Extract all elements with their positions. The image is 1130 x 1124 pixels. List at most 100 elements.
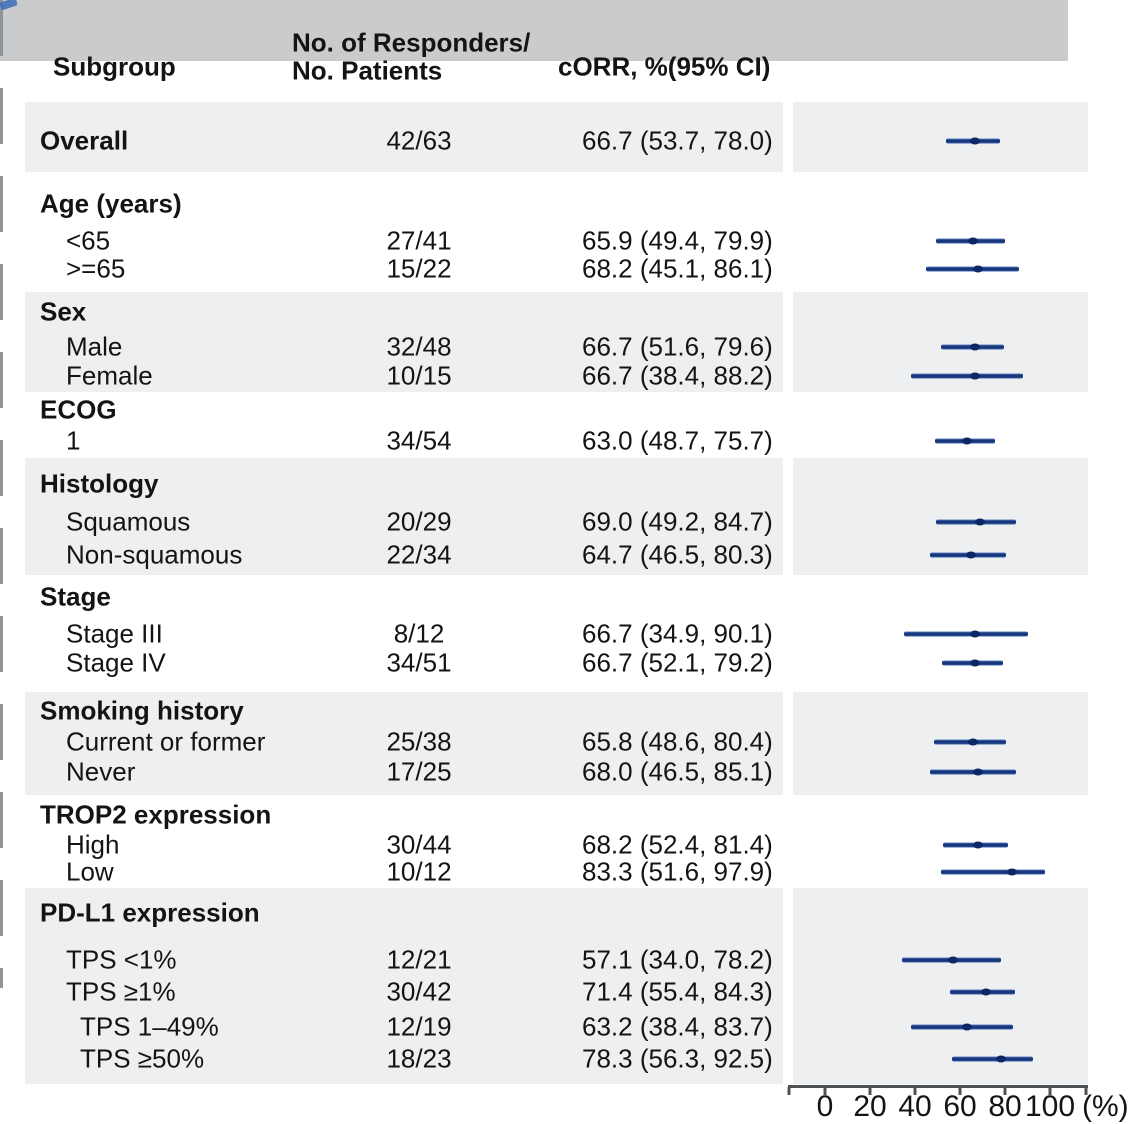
ci-line xyxy=(903,631,1028,637)
x-axis-tick xyxy=(913,1087,917,1095)
ci-line xyxy=(935,519,1016,525)
corr-value: 66.7 (51.6, 79.6) xyxy=(582,331,773,362)
section-band-plot xyxy=(793,888,1088,1084)
responders-value: 12/19 xyxy=(386,1011,452,1042)
responders-value: 32/48 xyxy=(386,331,452,362)
ci-line xyxy=(945,138,1001,144)
responders-value: 8/12 xyxy=(393,618,445,649)
x-axis-tick xyxy=(1048,1087,1052,1095)
x-axis-tick xyxy=(958,1087,962,1095)
corr-value: 63.0 (48.7, 75.7) xyxy=(582,425,773,456)
ci-line xyxy=(911,1024,1014,1030)
corr-value: 78.3 (56.3, 92.5) xyxy=(582,1043,773,1074)
responders-value: 12/21 xyxy=(386,944,452,975)
ci-point-estimate xyxy=(970,630,981,638)
section-band-plot xyxy=(793,292,1088,392)
responders-value: 22/34 xyxy=(386,539,452,570)
responders-value: 42/63 xyxy=(386,125,452,156)
ci-point-estimate xyxy=(996,1055,1007,1063)
subgroup-label: TPS 1–49% xyxy=(80,1011,219,1042)
corr-value: 57.1 (34.0, 78.2) xyxy=(582,944,773,975)
ci-point-estimate xyxy=(965,551,976,559)
ci-line xyxy=(929,552,1006,558)
corr-value: 71.4 (55.4, 84.3) xyxy=(582,976,773,1007)
section-band-table xyxy=(25,458,783,575)
responders-value: 20/29 xyxy=(386,506,452,537)
subgroup-label: TROP2 expression xyxy=(40,799,272,830)
ci-point-estimate xyxy=(968,738,979,746)
subgroup-label: Stage III xyxy=(66,618,163,649)
x-axis-tick-label: 20 xyxy=(853,1090,887,1123)
subgroup-label: Female xyxy=(66,360,153,391)
corr-value: 68.2 (52.4, 81.4) xyxy=(582,829,773,860)
corr-value: 83.3 (51.6, 97.9) xyxy=(582,856,773,887)
ci-line xyxy=(934,739,1006,745)
ci-line xyxy=(911,373,1024,379)
x-axis-line xyxy=(788,1085,1088,1088)
responders-value: 34/51 xyxy=(386,647,452,678)
section-band-table xyxy=(25,888,783,1084)
subgroup-label: ECOG xyxy=(40,394,117,425)
column-header-subgroup: Subgroup xyxy=(53,51,176,82)
ci-point-estimate xyxy=(962,1023,973,1031)
corr-value: 63.2 (38.4, 83.7) xyxy=(582,1011,773,1042)
ci-line xyxy=(901,957,1001,963)
x-axis-end-tick xyxy=(787,1087,791,1095)
subgroup-label: Never xyxy=(66,756,136,787)
corr-value: 68.0 (46.5, 85.1) xyxy=(582,756,773,787)
subgroup-label: Stage IV xyxy=(66,647,166,678)
responders-value: 30/44 xyxy=(386,829,452,860)
corr-value: 64.7 (46.5, 80.3) xyxy=(582,539,773,570)
corr-value: 66.7 (52.1, 79.2) xyxy=(582,647,773,678)
ci-point-estimate xyxy=(973,768,983,776)
ci-line xyxy=(929,769,1017,775)
ci-line xyxy=(926,266,1019,272)
ci-line xyxy=(934,438,996,444)
subgroup-label: TPS <1% xyxy=(66,944,177,975)
section-band-plot xyxy=(793,458,1088,575)
subgroup-label: Histology xyxy=(40,468,159,499)
column-header-corr: cORR, %(95% CI) xyxy=(558,51,771,82)
ci-line xyxy=(951,1056,1034,1062)
ci-point-estimate xyxy=(970,372,981,380)
subgroup-label: High xyxy=(66,829,120,860)
subgroup-label: Non-squamous xyxy=(66,539,243,570)
subgroup-label: Sex xyxy=(40,296,87,327)
subgroup-label: Male xyxy=(66,331,123,362)
subgroup-label: >=65 xyxy=(66,253,126,284)
responders-value: 30/42 xyxy=(386,976,452,1007)
subgroup-label: Smoking history xyxy=(40,695,244,726)
responders-value: 15/22 xyxy=(386,253,452,284)
responders-value: 17/25 xyxy=(386,756,452,787)
corr-value: 66.7 (34.9, 90.1) xyxy=(582,618,773,649)
ci-point-estimate xyxy=(973,265,984,273)
ci-line xyxy=(941,344,1005,350)
corr-value: 65.9 (49.4, 79.9) xyxy=(582,225,773,256)
x-axis-tick-label: 60 xyxy=(943,1090,977,1123)
section-band-table xyxy=(25,692,783,795)
corr-value: 66.7 (53.7, 78.0) xyxy=(582,125,773,156)
corr-value: 65.8 (48.6, 80.4) xyxy=(582,726,773,757)
responders-value: 10/15 xyxy=(386,360,452,391)
column-header-responders-line2: No. Patients xyxy=(292,55,443,86)
responders-value: 10/12 xyxy=(386,856,452,887)
reference-line xyxy=(0,0,3,988)
ci-point-estimate xyxy=(948,956,959,964)
section-band-table xyxy=(25,102,783,172)
responders-value: 34/54 xyxy=(386,425,452,456)
x-axis-tick-label: 40 xyxy=(898,1090,932,1123)
ci-line xyxy=(941,869,1046,875)
corner-artifact xyxy=(0,0,18,11)
subgroup-label: 1 xyxy=(66,425,81,456)
ci-line xyxy=(942,660,1004,666)
section-band-plot xyxy=(793,692,1088,795)
subgroup-label: Squamous xyxy=(66,506,191,537)
subgroup-label: Age (years) xyxy=(40,188,182,219)
x-axis-tick-label: 100 xyxy=(1024,1090,1076,1123)
ci-point-estimate xyxy=(970,343,981,351)
x-axis-tick xyxy=(868,1087,872,1095)
